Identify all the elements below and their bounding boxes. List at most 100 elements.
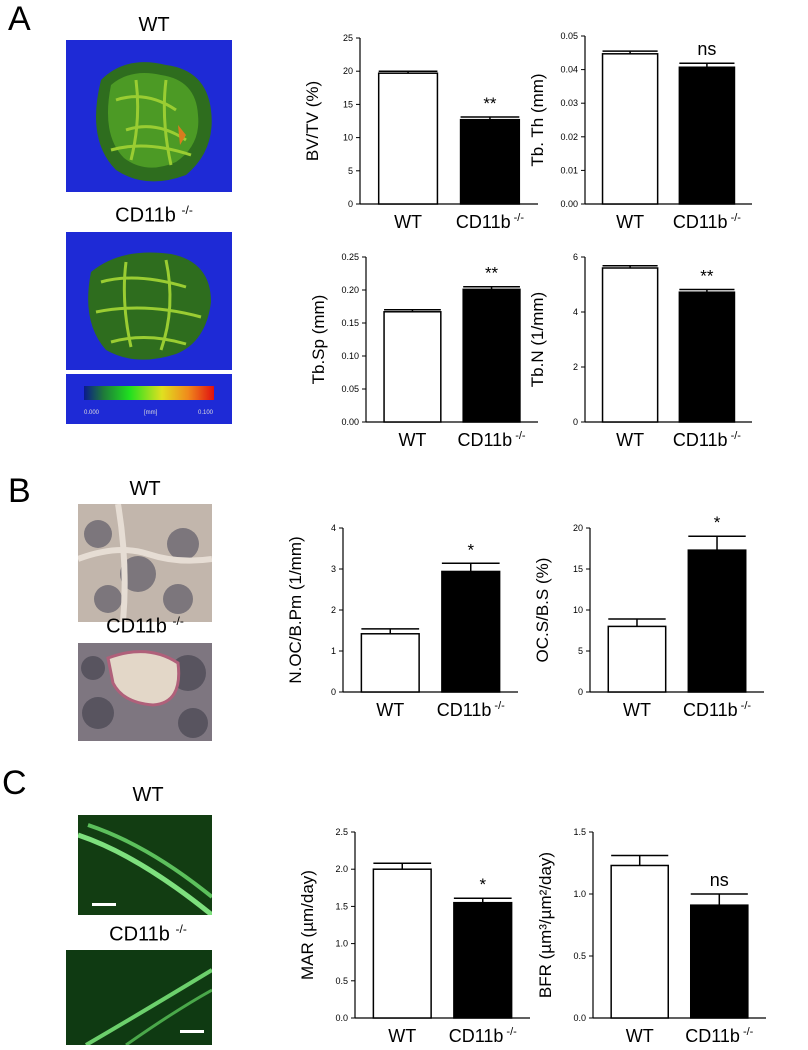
y-tick-label: 1.5 xyxy=(335,901,348,911)
panel-letter-b: B xyxy=(8,472,31,510)
y-tick-label: 2.5 xyxy=(335,827,348,837)
y-tick-label: 1.0 xyxy=(335,939,348,949)
y-tick-label: 10 xyxy=(573,605,583,615)
y-axis-label: BFR (µm³/µm²/day) xyxy=(536,852,555,998)
y-tick-label: 0.04 xyxy=(560,65,578,75)
y-tick-label: 2 xyxy=(573,362,578,372)
x-tick-label: CD11b -/- xyxy=(456,212,524,232)
y-axis-label: Tb. Th (mm) xyxy=(528,73,547,166)
x-tick-label: CD11b -/- xyxy=(673,212,741,232)
x-tick-label: WT xyxy=(376,700,404,720)
y-tick-label: 0.01 xyxy=(560,165,578,175)
significance-label: ** xyxy=(700,266,714,285)
image-label-wt-a: WT xyxy=(138,14,170,36)
bar-ko xyxy=(462,288,521,423)
bar-wt xyxy=(383,311,442,423)
y-axis-label: Tb.Sp (mm) xyxy=(309,295,328,385)
y-tick-label: 5 xyxy=(348,166,353,176)
y-tick-label: 1.0 xyxy=(573,889,586,899)
bar-ko xyxy=(459,118,521,205)
colorbar-max-label: 0.100 xyxy=(198,410,214,416)
significance-label: * xyxy=(714,513,721,532)
significance-label: ns xyxy=(710,870,729,890)
x-tick-label: WT xyxy=(623,700,651,720)
thickness-colorbar: 0.000 [mm] 0.100 xyxy=(66,374,232,424)
chart-5: 0 1 2 3 4 N.OC/B.Pm (1/mm) WT CD11b -/- * xyxy=(286,523,518,720)
x-tick-label: WT xyxy=(626,1026,654,1046)
y-tick-label: 0.0 xyxy=(573,1013,586,1023)
y-tick-label: 15 xyxy=(343,99,353,109)
bar-ko xyxy=(453,901,513,1019)
bar-wt xyxy=(601,53,659,205)
bar-wt xyxy=(360,633,420,693)
bar-wt xyxy=(377,72,439,205)
bar-ko xyxy=(441,570,501,693)
y-tick-label: 0 xyxy=(331,687,336,697)
bar-wt xyxy=(601,267,659,423)
chart-6: 0 5 10 15 20 OC.S/B.S (%) WT CD11b -/- * xyxy=(533,513,764,720)
colorbar-min-label: 0.000 xyxy=(84,410,100,416)
y-tick-label: 0.05 xyxy=(560,31,578,41)
y-axis-label: BV/TV (%) xyxy=(303,81,322,161)
y-tick-label: 0 xyxy=(573,417,578,427)
panel-letter-a: A xyxy=(8,0,31,38)
y-tick-label: 3 xyxy=(331,564,336,574)
trap-stain-image-ko xyxy=(78,643,212,741)
x-tick-label: CD11b -/- xyxy=(449,1026,517,1046)
bar-ko xyxy=(678,291,736,423)
y-tick-label: 0 xyxy=(348,199,353,209)
chart-7: 0.0 0.5 1.0 1.5 2.0 2.5 MAR (µm/day) WT CD11b -/-… xyxy=(298,827,530,1046)
y-tick-label: 1.5 xyxy=(573,827,586,837)
image-label-ko-b: CD11b -/- xyxy=(106,614,184,638)
y-tick-label: 0.00 xyxy=(341,417,359,427)
bar-ko xyxy=(689,904,749,1019)
y-tick-label: 4 xyxy=(573,307,578,317)
y-tick-label: 0.5 xyxy=(335,976,348,986)
y-tick-label: 0.02 xyxy=(560,132,578,142)
x-tick-label: CD11b -/- xyxy=(673,430,741,450)
x-tick-label: WT xyxy=(394,212,422,232)
y-tick-label: 0.00 xyxy=(560,199,578,209)
y-tick-label: 1 xyxy=(331,646,336,656)
bar-wt xyxy=(372,868,432,1019)
calcein-image-ko xyxy=(66,950,212,1045)
panel-letter-c: C xyxy=(2,764,27,802)
x-tick-label: WT xyxy=(398,430,426,450)
x-tick-label: CD11b -/- xyxy=(685,1026,753,1046)
image-label-ko-c: CD11b -/- xyxy=(109,922,187,946)
calcein-image-wt xyxy=(78,815,212,915)
y-tick-label: 6 xyxy=(573,252,578,262)
bar-wt xyxy=(610,864,670,1019)
y-tick-label: 0.25 xyxy=(341,252,359,262)
y-tick-label: 0.03 xyxy=(560,98,578,108)
x-tick-label: WT xyxy=(388,1026,416,1046)
y-tick-label: 0 xyxy=(578,687,583,697)
y-tick-label: 25 xyxy=(343,33,353,43)
y-tick-label: 20 xyxy=(343,66,353,76)
y-tick-label: 0.15 xyxy=(341,318,359,328)
y-tick-label: 2.0 xyxy=(335,864,348,874)
significance-label: * xyxy=(479,875,486,894)
y-axis-label: MAR (µm/day) xyxy=(298,870,317,980)
x-tick-label: WT xyxy=(616,430,644,450)
chart-4: 0 2 4 6 Tb.N (1/mm) WT CD11b -/- ** xyxy=(528,252,752,450)
x-tick-label: CD11b -/- xyxy=(683,700,751,720)
chart-8: 0.0 0.5 1.0 1.5 BFR (µm³/µm²/day) WT CD11b -/- n… xyxy=(536,827,766,1046)
significance-label: * xyxy=(467,540,474,559)
microct-image-wt xyxy=(66,40,232,192)
significance-label: ** xyxy=(485,264,499,283)
trap-stain-image-wt xyxy=(78,504,212,622)
bar-wt xyxy=(607,625,667,693)
y-tick-label: 15 xyxy=(573,564,583,574)
x-tick-label: CD11b -/- xyxy=(437,700,505,720)
image-label-ko-a: CD11b -/- xyxy=(115,203,193,227)
y-tick-label: 0.10 xyxy=(341,351,359,361)
x-tick-label: WT xyxy=(616,212,644,232)
y-tick-label: 4 xyxy=(331,523,336,533)
y-tick-label: 0.0 xyxy=(335,1013,348,1023)
significance-label: ns xyxy=(697,39,716,59)
y-axis-label: N.OC/B.Pm (1/mm) xyxy=(286,536,305,683)
microct-image-ko xyxy=(66,232,232,370)
chart-1: 0 5 10 15 20 25 BV/TV (%) WT CD11b -/- ** xyxy=(303,33,538,232)
